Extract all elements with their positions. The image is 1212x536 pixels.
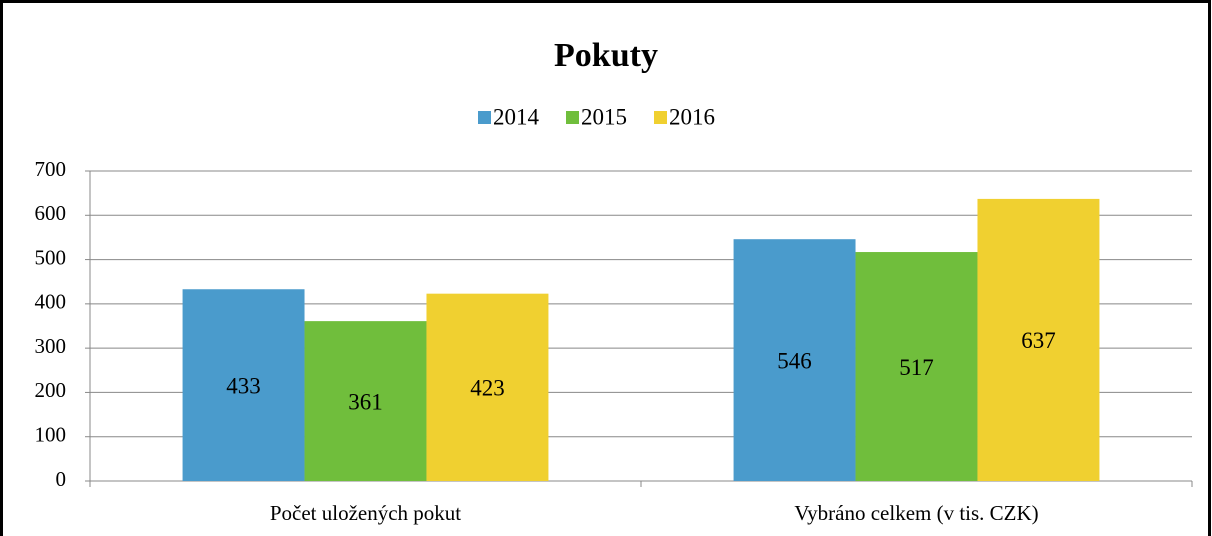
data-label: 546: [777, 348, 812, 373]
bar: [304, 321, 427, 481]
y-tick-label: 300: [35, 334, 67, 358]
bar: [855, 252, 978, 481]
legend-label: 2015: [581, 104, 627, 129]
legend-swatch: [654, 111, 667, 124]
y-tick-label: 700: [35, 157, 67, 181]
legend-swatch: [478, 111, 491, 124]
data-label: 423: [470, 376, 505, 401]
y-tick-label: 100: [35, 423, 67, 447]
y-tick-label: 0: [56, 467, 67, 491]
y-tick-label: 400: [35, 290, 67, 314]
y-tick-label: 200: [35, 378, 67, 402]
y-tick-label: 600: [35, 201, 67, 225]
bar: [182, 289, 305, 481]
chart-title: Pokuty: [554, 37, 658, 74]
data-label: 433: [226, 373, 261, 398]
data-label: 637: [1021, 328, 1056, 353]
x-tick-label: Počet uložených pokut: [270, 501, 461, 525]
legend-label: 2014: [493, 104, 540, 129]
bar: [977, 198, 1100, 481]
bar: [426, 293, 549, 481]
x-tick-label: Vybráno celkem (v tis. CZK): [794, 501, 1038, 525]
legend-label: 2016: [669, 104, 715, 129]
bar: [733, 239, 856, 481]
legend-swatch: [566, 111, 579, 124]
y-tick-label: 500: [35, 245, 67, 269]
data-label: 517: [899, 355, 934, 380]
data-label: 361: [348, 389, 383, 414]
